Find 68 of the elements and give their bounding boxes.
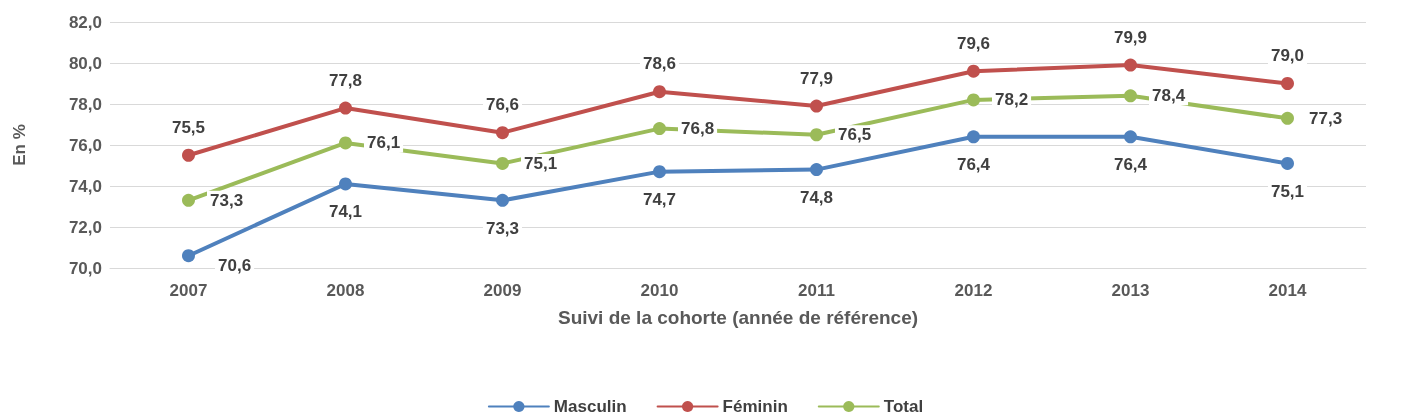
point [339, 136, 352, 150]
point [1281, 156, 1294, 170]
point [496, 193, 509, 207]
point [653, 165, 666, 179]
point [339, 177, 352, 191]
data-label: 78,4 [1152, 86, 1186, 106]
data-label: 78,2 [995, 90, 1029, 110]
point [967, 64, 980, 78]
x-tick-label: 2008 [326, 281, 365, 300]
point [1124, 130, 1137, 144]
x-axis-title: Suivi de la cohorte (année de référence) [557, 307, 919, 328]
data-label: 74,1 [328, 202, 363, 222]
y-tick-label: 80,0 [68, 53, 102, 73]
legend-label: Masculin [553, 397, 627, 416]
data-label: 76,1 [367, 133, 401, 153]
point [967, 130, 980, 144]
data-label: 73,3 [485, 218, 520, 238]
x-tick-label: 2009 [483, 281, 522, 300]
point [653, 122, 666, 136]
data-label: 79,0 [1270, 46, 1305, 65]
data-label: 76,8 [681, 119, 715, 139]
data-label: 70,6 [218, 256, 252, 276]
point [496, 156, 509, 170]
data-label: 75,1 [524, 153, 558, 173]
data-label: 78,6 [642, 54, 677, 74]
data-label: 76,4 [1113, 155, 1148, 175]
data-label: 74,8 [799, 188, 834, 208]
data-label: 76,5 [838, 125, 872, 145]
data-label: 75,5 [171, 117, 206, 137]
point [182, 249, 195, 263]
point [653, 85, 666, 99]
x-tick-label: 2012 [954, 281, 993, 300]
point [810, 99, 823, 113]
legend-label: Féminin [722, 397, 788, 416]
data-label: 73,3 [210, 190, 244, 210]
y-tick-label: 82,0 [68, 12, 102, 32]
x-tick-label: 2010 [640, 281, 679, 300]
data-label: 74,7 [642, 190, 677, 210]
x-tick-label: 2007 [169, 281, 208, 300]
y-tick-label: 74,0 [68, 176, 102, 196]
y-tick-label: 72,0 [68, 217, 102, 237]
point [182, 193, 195, 207]
x-tick-label: 2014 [1268, 281, 1307, 300]
data-label: 76,4 [956, 155, 991, 175]
y-tick-label: 70,0 [68, 258, 102, 278]
point [967, 93, 980, 107]
point [810, 128, 823, 142]
data-label: 75,1 [1270, 181, 1305, 201]
point [1124, 89, 1137, 103]
point [182, 148, 195, 162]
data-label: 79,6 [956, 33, 991, 53]
data-label: 77,9 [799, 68, 834, 88]
legend-label: Total [883, 397, 924, 416]
x-tick-label: 2011 [798, 281, 835, 300]
point [810, 163, 823, 177]
data-label: 79,9 [1113, 27, 1148, 47]
y-tick-label: 78,0 [68, 94, 102, 114]
data-label: 77,8 [328, 70, 363, 90]
point [1281, 77, 1294, 90]
y-tick-label: 76,0 [68, 135, 102, 155]
y-axis-title: En % [10, 124, 29, 166]
point [496, 126, 509, 140]
x-tick-label: 2013 [1111, 281, 1150, 300]
point [339, 101, 352, 115]
data-label: 77,3 [1309, 108, 1343, 128]
data-label: 76,6 [485, 95, 520, 115]
point [1281, 111, 1294, 125]
point [1124, 58, 1137, 72]
